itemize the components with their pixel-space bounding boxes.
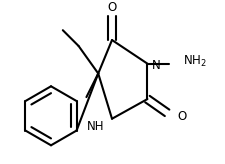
Text: NH: NH bbox=[87, 120, 104, 133]
Text: O: O bbox=[177, 110, 186, 123]
Text: N: N bbox=[152, 59, 161, 72]
Text: O: O bbox=[107, 1, 117, 14]
Text: NH$_2$: NH$_2$ bbox=[183, 54, 207, 69]
